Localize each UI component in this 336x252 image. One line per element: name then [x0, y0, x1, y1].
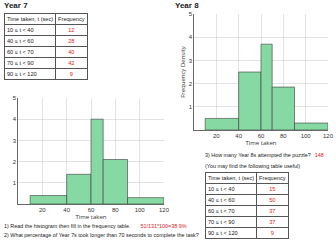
html-text:40 ≤ t < 60: 40 ≤ t < 60	[7, 38, 34, 44]
html-text:70 ≤ t < 90: 70 ≤ t < 90	[208, 219, 235, 225]
html-text:90 ≤ t < 120: 90 ≤ t < 120	[208, 230, 238, 236]
svg-text:3: 3	[13, 138, 17, 144]
html-text:9: 9	[270, 230, 274, 236]
html-text:10 ≤ t < 40: 10 ≤ t < 40	[208, 186, 235, 192]
html-text:28: 28	[68, 38, 75, 44]
svg-text:120: 120	[159, 207, 170, 213]
html-text:60 ≤ t < 70: 60 ≤ t < 70	[208, 208, 235, 214]
svg-text:3: 3	[189, 58, 193, 64]
html-text:Time taken, t (sec): Time taken, t (sec)	[7, 16, 54, 22]
html-text:37: 37	[269, 219, 276, 225]
svg-text:40: 40	[235, 133, 242, 139]
svg-text:5: 5	[189, 11, 193, 17]
svg-text:2: 2	[13, 159, 17, 165]
svg-text:4: 4	[13, 116, 17, 122]
svg-text:5: 5	[13, 95, 17, 101]
html-text:Frequency: Frequency	[259, 175, 286, 181]
html-text:51/131*100=38.9%: 51/131*100=38.9%	[140, 223, 187, 229]
svg-text:Time taken: Time taken	[246, 139, 277, 147]
svg-text:40: 40	[63, 207, 70, 213]
html-text:9: 9	[69, 71, 73, 77]
svg-text:1: 1	[13, 180, 17, 186]
html-text:70 ≤ t < 90: 70 ≤ t < 90	[7, 60, 34, 66]
html-text:90 ≤ t < 120: 90 ≤ t < 120	[7, 71, 37, 77]
html-text:60 ≤ t < 70: 60 ≤ t < 70	[7, 49, 34, 55]
html-text:(You may find the following ta: (You may find the following table useful…	[205, 163, 301, 169]
html-text:1) Read the histogram then fil: 1) Read the histogram then fill in the f…	[4, 223, 131, 229]
html-text:3) How many Year 8s attempted: 3) How many Year 8s attempted the puzzle…	[205, 152, 311, 158]
html-text:40 ≤ t < 60: 40 ≤ t < 60	[208, 197, 235, 203]
html-text:15: 15	[269, 186, 276, 192]
html-text:2) What percentage of Year 7s: 2) What percentage of Year 7s took longe…	[4, 232, 199, 238]
html-text:148: 148	[314, 152, 324, 158]
html-text:Frequency: Frequency	[58, 16, 85, 22]
svg-text:100: 100	[135, 207, 146, 213]
html-text:Year 7: Year 7	[4, 1, 28, 10]
svg-text:60: 60	[258, 133, 265, 139]
html-text:50: 50	[269, 197, 276, 203]
svg-text:20: 20	[213, 133, 220, 139]
svg-text:Frequency Density: Frequency Density	[179, 46, 187, 98]
svg-text:1: 1	[189, 104, 193, 110]
svg-text:80: 80	[112, 207, 119, 213]
svg-text:80: 80	[280, 133, 287, 139]
svg-text:4: 4	[189, 34, 193, 40]
svg-text:120: 120	[323, 133, 334, 139]
html-text:40: 40	[68, 49, 75, 55]
html-text:42: 42	[68, 60, 75, 66]
svg-text:Time taken: Time taken	[76, 213, 107, 221]
html-text:37: 37	[269, 208, 276, 214]
html-text:12: 12	[68, 27, 75, 33]
svg-text:2: 2	[189, 81, 193, 87]
html-text:Time taken, t (sec): Time taken, t (sec)	[208, 175, 255, 181]
svg-text:20: 20	[39, 207, 46, 213]
svg-text:100: 100	[301, 133, 312, 139]
html-text:Year 8: Year 8	[175, 1, 199, 10]
html-text:10 ≤ t < 40: 10 ≤ t < 40	[7, 27, 34, 33]
svg-text:60: 60	[88, 207, 95, 213]
